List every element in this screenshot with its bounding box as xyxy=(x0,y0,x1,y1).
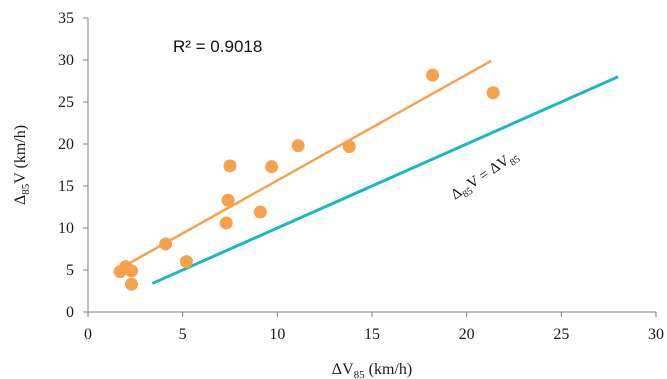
y-axis-ticks: 0 5 10 15 20 25 30 35 xyxy=(58,10,88,321)
plot-area: 0 5 10 15 20 25 30 35 0 5 10 15 20 25 30 xyxy=(58,10,664,343)
x-tick-label: 10 xyxy=(269,326,285,343)
x-tick-label: 20 xyxy=(459,326,475,343)
x-axis-ticks: 0 5 10 15 20 25 30 xyxy=(84,312,664,343)
r-squared-label: R² = 0.9018 xyxy=(173,37,262,56)
x-tick-label: 0 xyxy=(84,326,92,343)
equality-line-label: Δ85V = ΔV85 xyxy=(448,147,522,206)
x-axis-title: ΔV85 (km/h) xyxy=(332,361,412,379)
data-point xyxy=(125,277,139,291)
x-tick-label: 25 xyxy=(553,326,569,343)
data-point xyxy=(265,160,279,174)
y-axis-title-after: V (km/h) xyxy=(12,125,29,184)
y-tick-label: 15 xyxy=(58,178,74,195)
data-point xyxy=(223,159,237,173)
equality-lhs-after: V = ΔV xyxy=(465,153,513,193)
data-point xyxy=(342,140,356,154)
equality-line xyxy=(151,75,619,285)
data-point xyxy=(253,205,267,219)
y-tick-label: 10 xyxy=(58,220,74,237)
data-point xyxy=(159,237,173,251)
data-point xyxy=(221,193,235,207)
data-point xyxy=(291,139,305,153)
x-tick-label: 5 xyxy=(179,326,187,343)
y-axis-title-sub: 85 xyxy=(20,183,32,195)
y-tick-label: 30 xyxy=(58,52,74,69)
series-layer xyxy=(113,59,619,291)
y-tick-label: 5 xyxy=(66,262,74,279)
x-tick-label: 15 xyxy=(364,326,380,343)
y-tick-label: 25 xyxy=(58,94,74,111)
data-point xyxy=(179,255,193,269)
data-point xyxy=(125,264,139,278)
x-axis-title-unit: (km/h) xyxy=(365,361,413,378)
y-axis-title: Δ85V (km/h) xyxy=(12,125,32,205)
data-point xyxy=(486,86,500,100)
y-tick-label: 20 xyxy=(58,136,74,153)
data-point xyxy=(219,216,233,230)
y-tick-label: 0 xyxy=(66,304,74,321)
x-axis-title-sub: 85 xyxy=(354,369,366,379)
y-tick-label: 35 xyxy=(58,10,74,27)
x-axis-title-base: ΔV xyxy=(332,361,354,378)
trend-line xyxy=(119,59,492,270)
y-axis-title-base: Δ xyxy=(12,195,29,205)
data-point xyxy=(426,68,440,82)
x-tick-label: 30 xyxy=(648,326,664,343)
